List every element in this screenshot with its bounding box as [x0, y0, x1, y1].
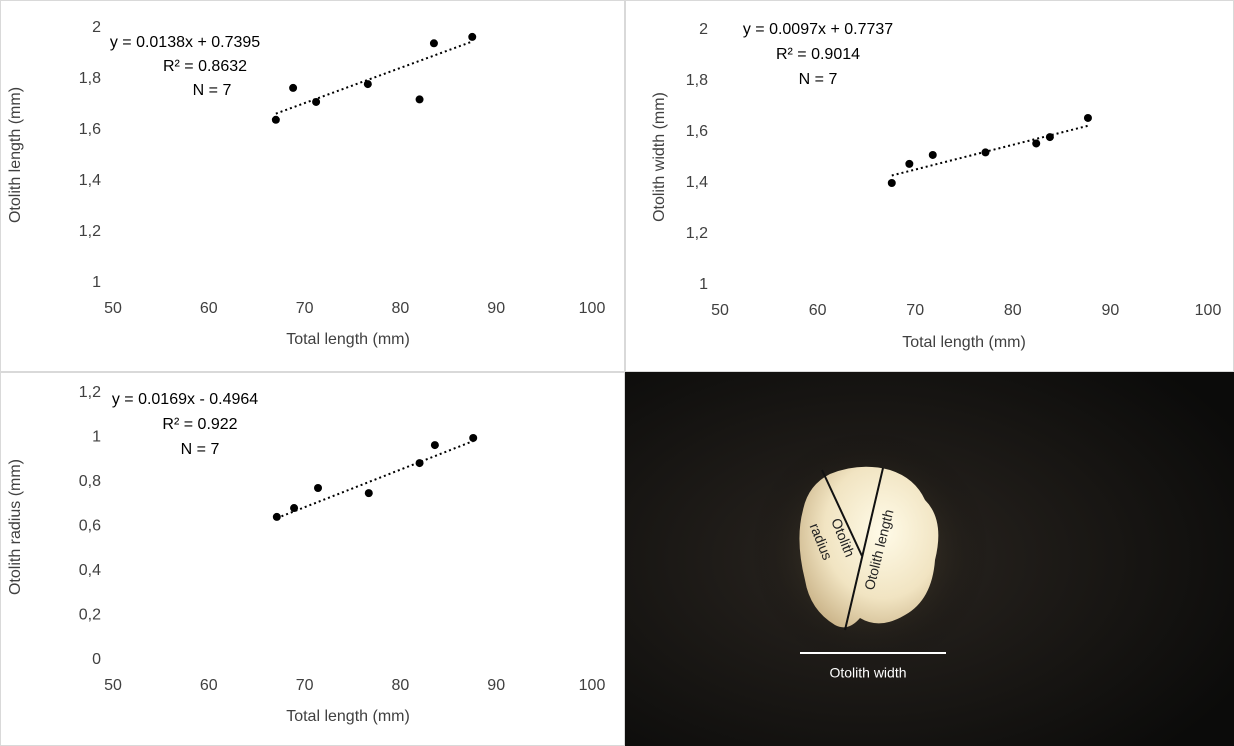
y-tick-label: 1,6 [79, 121, 101, 138]
point [290, 504, 298, 512]
y-tick-label: 1,2 [79, 384, 101, 401]
y-tick-label: 1,6 [686, 123, 708, 140]
x-tick-label: 90 [487, 300, 505, 317]
point [1032, 139, 1040, 147]
y-axis-title: Otolith width (mm) [651, 92, 668, 222]
otolith-photo: Otolith radius Otolith length Otolith wi… [625, 372, 1234, 746]
y-tick-label: 1,8 [686, 72, 708, 89]
y-tick-label: 2 [92, 19, 101, 36]
point [364, 80, 372, 88]
x-tick-label: 60 [809, 302, 827, 319]
y-tick-label: 1,2 [686, 225, 708, 242]
y-tick-label: 0,2 [79, 607, 101, 624]
annotation: y = 0.0169x - 0.4964 [112, 391, 258, 408]
point [888, 179, 896, 187]
x-tick-label: 70 [296, 300, 314, 317]
x-tick-label: 100 [579, 677, 606, 694]
point [416, 459, 424, 467]
annotation: N = 7 [799, 71, 838, 88]
x-tick-label: 50 [711, 302, 729, 319]
annotation: y = 0.0097x + 0.7737 [743, 21, 893, 38]
point [273, 513, 281, 521]
y-tick-label: 0,6 [79, 518, 101, 535]
x-tick-label: 100 [1195, 302, 1222, 319]
y-tick-label: 0 [92, 651, 101, 668]
x-axis-title: Total length (mm) [902, 334, 1026, 351]
y-tick-label: 1,4 [79, 172, 101, 189]
y-tick-label: 1,8 [79, 70, 101, 87]
y-tick-label: 0,4 [79, 562, 101, 579]
figure: Otolith radius Otolith length Otolith wi… [0, 0, 1234, 746]
y-tick-label: 1 [92, 429, 101, 446]
x-tick-label: 90 [487, 677, 505, 694]
annotation: N = 7 [193, 82, 232, 99]
annotation: N = 7 [181, 441, 220, 458]
y-tick-label: 2 [699, 21, 708, 38]
y-axis-title: Otolith radius (mm) [7, 459, 24, 595]
y-tick-label: 1 [699, 276, 708, 293]
x-tick-label: 70 [296, 677, 314, 694]
point [431, 441, 439, 449]
point [981, 148, 989, 156]
point [430, 39, 438, 47]
x-tick-label: 90 [1102, 302, 1120, 319]
x-axis-title: Total length (mm) [286, 331, 410, 348]
point [905, 160, 913, 168]
x-tick-label: 50 [104, 300, 122, 317]
point [312, 98, 320, 106]
point [365, 489, 373, 497]
annotation: R² = 0.8632 [163, 58, 247, 75]
x-axis-title: Total length (mm) [286, 708, 410, 725]
width-label: Otolith width [829, 665, 906, 681]
x-tick-label: 60 [200, 300, 218, 317]
point [1084, 114, 1092, 122]
point [929, 151, 937, 159]
x-tick-label: 80 [392, 300, 410, 317]
point [416, 95, 424, 103]
y-tick-label: 1,4 [686, 174, 708, 191]
point [1046, 133, 1054, 141]
y-tick-label: 1,2 [79, 223, 101, 240]
point [289, 84, 297, 92]
annotation: R² = 0.922 [162, 416, 237, 433]
annotation: R² = 0.9014 [776, 46, 860, 63]
y-axis-title: Otolith length (mm) [7, 87, 24, 223]
point [468, 33, 476, 41]
point [314, 484, 322, 492]
x-tick-label: 80 [1004, 302, 1022, 319]
x-tick-label: 60 [200, 677, 218, 694]
x-tick-label: 100 [579, 300, 606, 317]
y-tick-label: 0,8 [79, 473, 101, 490]
y-tick-label: 1 [92, 274, 101, 291]
x-tick-label: 80 [392, 677, 410, 694]
x-tick-label: 70 [906, 302, 924, 319]
annotation: y = 0.0138x + 0.7395 [110, 34, 260, 51]
x-tick-label: 50 [104, 677, 122, 694]
point [272, 116, 280, 124]
point [469, 434, 477, 442]
